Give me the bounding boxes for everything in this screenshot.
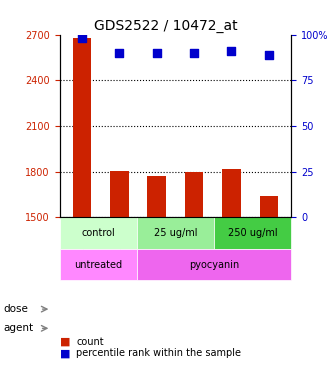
Text: ■: ■ bbox=[60, 337, 70, 347]
Text: count: count bbox=[76, 337, 104, 347]
FancyBboxPatch shape bbox=[137, 249, 291, 280]
Text: control: control bbox=[81, 228, 115, 238]
Bar bbox=[73, 38, 91, 384]
Text: untreated: untreated bbox=[74, 260, 122, 270]
Point bbox=[79, 35, 85, 41]
Bar bbox=[110, 171, 129, 384]
Point bbox=[154, 50, 160, 56]
FancyBboxPatch shape bbox=[60, 249, 137, 280]
Bar bbox=[185, 172, 204, 384]
Bar bbox=[260, 196, 278, 384]
Text: 25 ug/ml: 25 ug/ml bbox=[154, 228, 197, 238]
Text: ■: ■ bbox=[60, 348, 70, 358]
Bar bbox=[222, 169, 241, 384]
FancyBboxPatch shape bbox=[137, 217, 214, 249]
Text: 250 ug/ml: 250 ug/ml bbox=[228, 228, 277, 238]
Text: pyocyanin: pyocyanin bbox=[189, 260, 239, 270]
FancyBboxPatch shape bbox=[214, 217, 291, 249]
Point bbox=[191, 50, 197, 56]
Bar bbox=[147, 176, 166, 384]
Text: GDS2522 / 10472_at: GDS2522 / 10472_at bbox=[94, 19, 237, 33]
Text: agent: agent bbox=[3, 323, 33, 333]
FancyBboxPatch shape bbox=[60, 217, 137, 249]
Point bbox=[117, 50, 122, 56]
Text: percentile rank within the sample: percentile rank within the sample bbox=[76, 348, 241, 358]
Text: dose: dose bbox=[3, 304, 28, 314]
Point bbox=[266, 51, 271, 58]
Point bbox=[229, 48, 234, 54]
